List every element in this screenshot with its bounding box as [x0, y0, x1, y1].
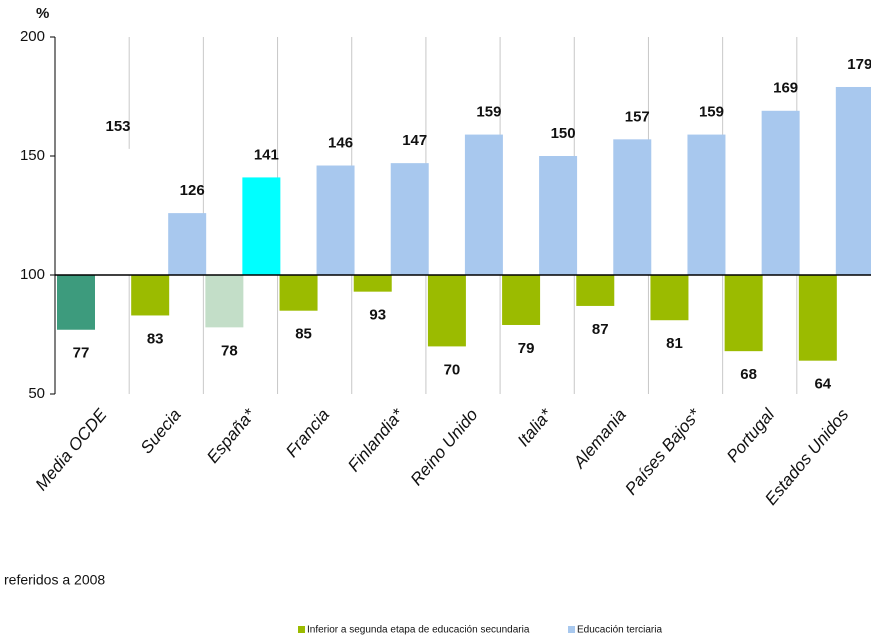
value-label: 81 — [666, 335, 683, 352]
value-label: 126 — [180, 182, 205, 199]
bar — [650, 275, 689, 321]
value-label: 77 — [73, 345, 90, 362]
x-tick-label: Italia* — [514, 404, 557, 450]
value-label: 159 — [699, 104, 724, 121]
value-label: 68 — [740, 366, 757, 383]
value-label: 93 — [369, 307, 386, 324]
bar — [576, 275, 615, 306]
value-label: 153 — [105, 118, 130, 135]
bar — [798, 275, 837, 361]
value-label: 79 — [518, 340, 535, 357]
bar — [724, 275, 763, 352]
bar — [502, 275, 541, 325]
value-label: 169 — [773, 80, 798, 97]
bar — [390, 163, 429, 275]
bar — [316, 165, 355, 275]
bar — [687, 134, 726, 275]
value-label: 85 — [295, 326, 312, 343]
bar — [205, 275, 244, 328]
value-label: 147 — [402, 132, 427, 149]
x-tick-label: Reino Unido — [407, 405, 482, 489]
y-tick-label: 50 — [28, 385, 45, 402]
y-tick-label: 150 — [20, 147, 45, 164]
value-label: 141 — [254, 146, 279, 163]
y-tick-label: 200 — [20, 28, 45, 45]
bar — [57, 275, 95, 330]
bar — [353, 275, 392, 292]
x-tick-label: Suecia — [137, 405, 185, 457]
bar — [539, 156, 578, 275]
value-label: 70 — [444, 361, 461, 378]
x-tick-label: España* — [203, 404, 260, 467]
x-tick-label: Finlandia* — [344, 404, 408, 475]
legend-label: Inferior a segunda etapa de educación se… — [307, 625, 530, 636]
x-tick-label: Francia — [282, 405, 333, 461]
value-label: 150 — [551, 125, 576, 142]
value-label: 78 — [221, 342, 238, 359]
x-tick-label: Media OCDE — [32, 405, 111, 494]
y-tick-label: 100 — [20, 266, 45, 283]
bar — [131, 275, 170, 316]
bar — [94, 148, 132, 275]
value-label: 157 — [625, 108, 650, 125]
legend-swatch — [298, 626, 305, 633]
x-tick-label: Países Bajos* — [621, 404, 704, 498]
value-label: 146 — [328, 134, 353, 151]
value-label: 159 — [476, 104, 501, 121]
value-label: 83 — [147, 330, 164, 347]
legend-swatch — [568, 626, 575, 633]
bar — [613, 139, 652, 275]
value-label: 64 — [814, 376, 831, 393]
bar — [242, 177, 281, 275]
bar — [279, 275, 318, 311]
note: referidos a 2008 — [4, 572, 105, 588]
bar — [835, 86, 871, 275]
value-label: 179 — [847, 56, 871, 73]
y-axis-label: % — [36, 5, 49, 22]
value-label: 87 — [592, 321, 609, 338]
legend-label: Educación terciaria — [577, 625, 662, 636]
bar — [168, 213, 207, 275]
bar — [761, 110, 800, 275]
x-tick-label: Portugal — [723, 404, 779, 466]
bar — [427, 275, 466, 347]
bar — [464, 134, 503, 275]
x-tick-label: Alemania — [569, 405, 630, 472]
